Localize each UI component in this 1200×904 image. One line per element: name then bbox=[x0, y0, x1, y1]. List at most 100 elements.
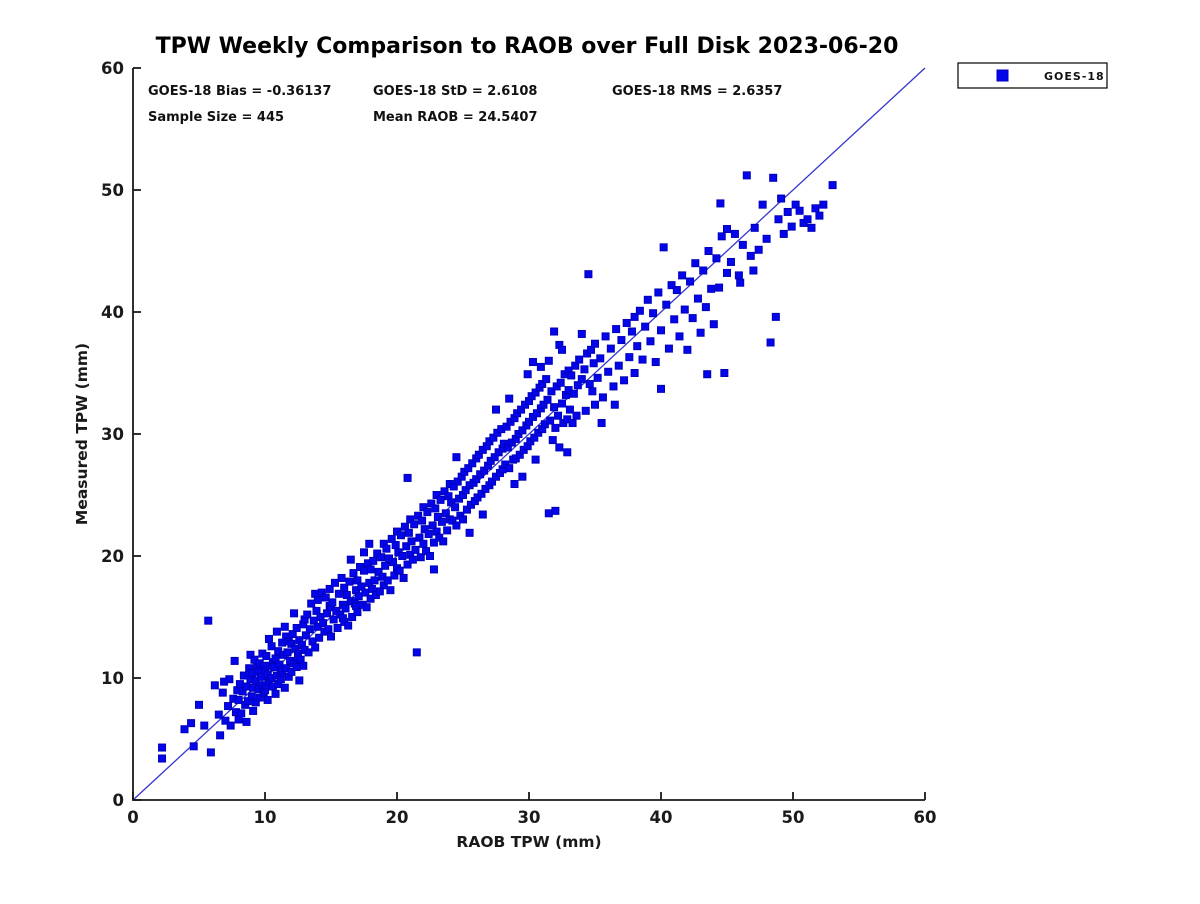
scatter-point bbox=[654, 288, 663, 297]
scatter-point bbox=[362, 603, 371, 612]
x-tick-label: 0 bbox=[127, 808, 138, 827]
scatter-point bbox=[548, 436, 557, 445]
legend-frame bbox=[957, 62, 1108, 89]
scatter-point bbox=[337, 573, 346, 582]
scatter-point bbox=[550, 327, 559, 336]
scatter-point bbox=[204, 616, 213, 625]
scatter-point bbox=[292, 623, 301, 632]
scatter-point bbox=[366, 565, 375, 574]
scatter-point bbox=[610, 400, 619, 409]
scatter-point bbox=[675, 332, 684, 341]
x-tick-label: 40 bbox=[650, 808, 673, 827]
legend-series-label: GOES-18 bbox=[1044, 70, 1105, 83]
scatter-point bbox=[716, 199, 725, 208]
scatter-point bbox=[657, 384, 665, 393]
scatter-point bbox=[543, 395, 552, 404]
scatter-point bbox=[555, 443, 564, 452]
scatter-point bbox=[568, 419, 577, 428]
scatter-point bbox=[391, 541, 400, 550]
scatter-point bbox=[424, 530, 433, 539]
scatter-point bbox=[547, 387, 556, 396]
scatter-point bbox=[341, 604, 350, 613]
scatter-point bbox=[551, 506, 560, 515]
scatter-point bbox=[237, 709, 246, 718]
scatter-point bbox=[324, 625, 333, 634]
scatter-point bbox=[591, 339, 599, 348]
scatter-point bbox=[556, 378, 565, 387]
stat-mean-raob: Mean RAOB = 24.5407 bbox=[373, 110, 538, 125]
scatter-point bbox=[754, 245, 763, 254]
scatter-point bbox=[189, 742, 198, 751]
scatter-point bbox=[811, 204, 820, 213]
scatter-point bbox=[334, 589, 343, 598]
scatter-point bbox=[749, 266, 758, 275]
scatter-point bbox=[195, 700, 203, 709]
scatter-point bbox=[577, 375, 586, 384]
scatter-point bbox=[510, 480, 519, 489]
scatter-point bbox=[531, 455, 540, 464]
scatter-point bbox=[709, 320, 718, 329]
scatter-point bbox=[224, 702, 233, 711]
scatter-point bbox=[717, 232, 726, 241]
scatter-point bbox=[225, 675, 234, 684]
scatter-point bbox=[280, 622, 289, 631]
scatter-point bbox=[688, 314, 697, 323]
scatter-point bbox=[597, 419, 606, 428]
scatter-point bbox=[726, 257, 735, 266]
scatter-point bbox=[263, 695, 272, 704]
scatter-point bbox=[550, 403, 559, 412]
scatter-point bbox=[348, 613, 357, 621]
scatter-point bbox=[544, 509, 553, 518]
scatter-point bbox=[369, 556, 378, 565]
scatter-point bbox=[451, 503, 460, 512]
scatter-point bbox=[235, 680, 244, 689]
stat-std: GOES-18 StD = 2.6108 bbox=[373, 84, 537, 99]
scatter-point bbox=[723, 268, 731, 277]
scatter-point bbox=[439, 537, 448, 546]
scatter-point bbox=[567, 371, 576, 380]
scatter-point bbox=[423, 508, 432, 517]
y-tick-label: 20 bbox=[101, 547, 124, 566]
scatter-point bbox=[328, 598, 337, 607]
scatter-point bbox=[558, 345, 566, 354]
scatter-point bbox=[828, 181, 837, 190]
scatter-point bbox=[734, 271, 743, 280]
scatter-point bbox=[307, 599, 316, 608]
scatter-point bbox=[505, 464, 514, 473]
scatter-point bbox=[325, 584, 334, 593]
scatter-point bbox=[465, 528, 474, 537]
scatter-point bbox=[226, 721, 235, 730]
scatter-point bbox=[783, 207, 792, 216]
scatter-point bbox=[210, 681, 219, 690]
scatter-point bbox=[492, 405, 500, 414]
scatter-point bbox=[518, 472, 527, 481]
scatter-point bbox=[311, 643, 320, 652]
y-tick-label: 30 bbox=[101, 425, 124, 444]
scatter-point bbox=[459, 515, 467, 524]
scatter-point bbox=[403, 473, 412, 482]
scatter-point bbox=[436, 495, 445, 504]
scatter-point bbox=[819, 200, 828, 209]
scatter-point bbox=[604, 367, 613, 376]
legend-box: GOES-18 bbox=[957, 62, 1108, 89]
scatter-point bbox=[762, 234, 771, 243]
scatter-point bbox=[795, 206, 804, 215]
chart-title: TPW Weekly Comparison to RAOB over Full … bbox=[156, 34, 899, 59]
scatter-point bbox=[657, 326, 665, 335]
scatter-point bbox=[383, 576, 392, 585]
scatter-point bbox=[299, 661, 308, 670]
scatter-point bbox=[696, 328, 705, 337]
scatter-point bbox=[635, 306, 644, 315]
scatter-point bbox=[218, 688, 227, 697]
scatter-point bbox=[777, 194, 786, 203]
scatter-point bbox=[315, 633, 324, 642]
scatter-point bbox=[283, 648, 292, 657]
scatter-point bbox=[544, 356, 553, 365]
scatter-point bbox=[683, 345, 692, 354]
scatter-point bbox=[704, 247, 713, 255]
y-tick-label: 10 bbox=[101, 669, 124, 688]
scatter-point bbox=[505, 394, 514, 403]
scatter-point bbox=[523, 370, 532, 379]
